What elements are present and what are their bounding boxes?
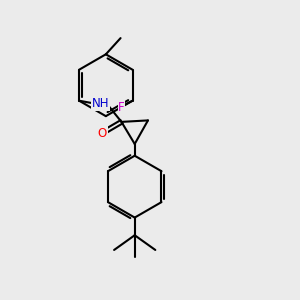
Text: F: F	[118, 101, 125, 114]
Text: O: O	[98, 127, 107, 140]
Text: NH: NH	[92, 97, 109, 110]
